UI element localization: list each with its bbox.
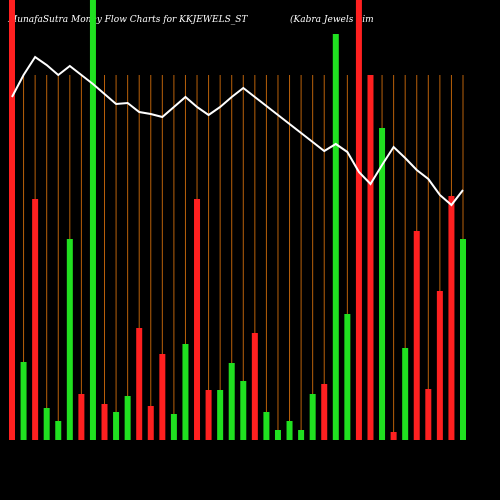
bar (43, 408, 50, 440)
bar (425, 389, 432, 440)
bar (66, 239, 73, 440)
bar (332, 34, 339, 440)
bar (379, 128, 386, 440)
bar (78, 394, 85, 440)
bar (147, 406, 154, 440)
bar (344, 314, 351, 440)
bar (413, 231, 420, 440)
chart-subtitle: (Kabra Jewels Lim (290, 14, 374, 25)
bar (309, 394, 316, 440)
bar (217, 390, 224, 440)
bar (9, 0, 15, 440)
bar (205, 390, 212, 440)
bar (113, 412, 120, 440)
bar (170, 414, 177, 440)
bar (124, 396, 131, 440)
bar (274, 430, 281, 440)
bar (251, 333, 258, 440)
flow-line (11, 55, 464, 207)
bar (89, 0, 96, 440)
bar (460, 239, 466, 440)
bar (20, 362, 27, 440)
bar (101, 404, 108, 440)
bar (448, 196, 455, 440)
bar (390, 432, 397, 440)
bar (436, 291, 443, 440)
bar (228, 363, 235, 440)
bar (32, 199, 39, 440)
bar (240, 381, 247, 440)
bar (321, 384, 328, 440)
bar (55, 421, 62, 440)
bar (182, 344, 189, 440)
bar (286, 421, 293, 440)
bar (355, 0, 362, 440)
bar (194, 199, 201, 440)
bar (159, 354, 166, 440)
bar (263, 412, 270, 440)
bar (136, 328, 143, 440)
bar (367, 75, 374, 440)
bar (298, 430, 305, 440)
bar (402, 348, 409, 440)
chart-title: MunafaSutra Money Flow Charts for KKJEWE… (7, 15, 248, 25)
